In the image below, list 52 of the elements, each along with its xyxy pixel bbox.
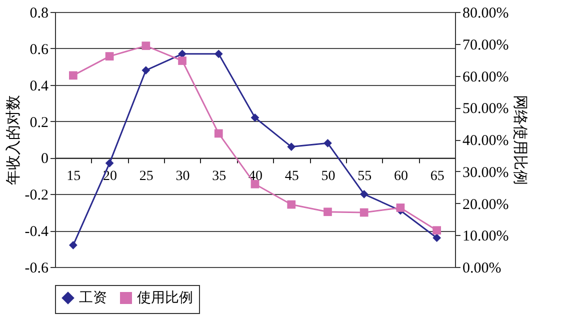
point — [69, 71, 78, 80]
point — [324, 208, 332, 216]
point — [432, 234, 441, 242]
point — [105, 158, 114, 168]
point — [250, 180, 260, 188]
y2-tick-label: 20.00% — [462, 196, 509, 213]
y-tick-label: 0.4 — [30, 78, 49, 94]
y2-tick-label: 30.00% — [462, 164, 509, 181]
y-tick-label: -0.6 — [24, 260, 49, 276]
point — [178, 56, 186, 65]
y-tick-label: 0.6 — [30, 42, 49, 58]
y2-tick-label: 60.00% — [462, 69, 509, 86]
point — [396, 204, 405, 212]
x-tick-label: 55 — [358, 169, 372, 184]
point — [287, 200, 296, 209]
x-tick-label: 40 — [248, 169, 262, 184]
legend-label: 使用比例 — [137, 290, 193, 306]
y2-tick-label: 70.00% — [462, 37, 509, 54]
y2-tick-label: 0.00% — [462, 260, 502, 276]
x-tick-label: 45 — [284, 169, 299, 184]
x-tick-label: 30 — [176, 169, 190, 184]
point — [250, 113, 260, 122]
x-tick-label: 60 — [394, 169, 408, 184]
x-tick-label: 50 — [321, 169, 336, 184]
y-tick-label: 0.8 — [30, 6, 48, 22]
x-tick-label: 35 — [212, 169, 226, 184]
x-tick-label: 65 — [430, 169, 444, 184]
y2-tick-label: 80.00% — [462, 6, 509, 22]
y2-tick-label: 40.00% — [462, 133, 509, 149]
y2-tick-label: 10.00% — [462, 228, 509, 245]
legend-label: 工资 — [79, 290, 107, 306]
y-axis-title: 年收入的对数 — [4, 95, 22, 185]
y2-axis-title: 网络使用比例 — [512, 95, 529, 185]
point — [142, 42, 150, 50]
x-tick-label: 20 — [103, 169, 118, 184]
point — [324, 138, 332, 148]
point — [287, 142, 296, 151]
point — [432, 226, 441, 235]
point — [105, 52, 114, 60]
point — [69, 240, 78, 250]
x-tick-label: 15 — [66, 169, 81, 184]
y-tick-label: -0.2 — [24, 188, 48, 204]
point — [360, 208, 368, 217]
point — [214, 50, 223, 58]
y-tick-label: 0 — [41, 151, 48, 168]
x-tick-label: 25 — [139, 169, 154, 184]
point — [360, 190, 368, 198]
y-tick-label: 0.2 — [30, 114, 48, 131]
y-tick-label: -0.4 — [24, 224, 49, 240]
point — [142, 66, 150, 74]
y2-tick-label: 50.00% — [462, 101, 509, 118]
point — [214, 129, 223, 138]
